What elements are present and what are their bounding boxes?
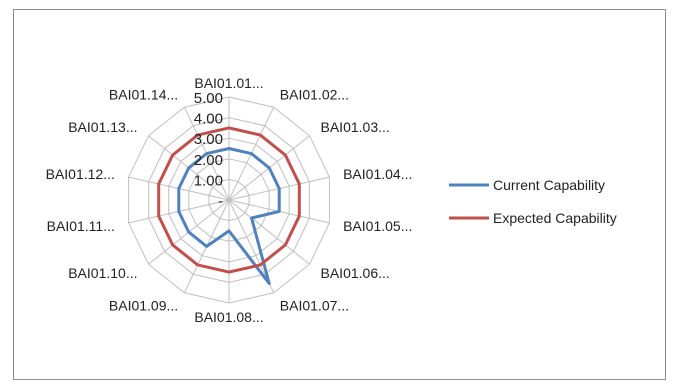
legend: Current Capability Expected Capability: [449, 177, 617, 226]
category-label-4: BAI01.04...: [343, 166, 412, 182]
category-label-10: BAI01.10...: [68, 265, 137, 281]
series-line-expected: [157, 126, 301, 274]
legend-label-expected: Expected Capability: [493, 210, 617, 226]
category-label-3: BAI01.03...: [321, 119, 390, 135]
category-label-9: BAI01.09...: [109, 297, 178, 313]
tick-label-3: 3.00: [194, 131, 223, 148]
radar-series: [157, 126, 301, 286]
chart-frame: [13, 9, 666, 380]
category-label-12: BAI01.12...: [46, 166, 115, 182]
category-label-7: BAI01.07...: [280, 297, 349, 313]
category-label-5: BAI01.05...: [343, 218, 412, 234]
legend-label-current: Current Capability: [493, 177, 605, 193]
category-labels: BAI01.01... BAI01.02... BAI01.03... BAI01.0…: [46, 75, 413, 325]
tick-label-4: 4.00: [194, 111, 223, 128]
tick-label-5: 5.00: [194, 90, 223, 107]
tick-label-2: 2.00: [194, 152, 223, 169]
category-label-1: BAI01.01...: [194, 75, 263, 91]
radial-tick-labels: - 1.00 2.00 3.00 4.00 5.00: [194, 90, 223, 210]
category-label-11: BAI01.11...: [47, 218, 115, 234]
spoke-6: [228, 199, 310, 265]
tick-label-0: -: [218, 193, 223, 210]
category-label-2: BAI01.02...: [280, 87, 349, 103]
category-label-13: BAI01.13...: [68, 119, 137, 135]
category-label-14: BAI01.14...: [109, 87, 178, 103]
tick-label-1: 1.00: [194, 172, 223, 189]
series-line-current: [177, 147, 281, 286]
category-label-8: BAI01.08...: [194, 309, 263, 325]
category-label-6: BAI01.06...: [321, 265, 390, 281]
